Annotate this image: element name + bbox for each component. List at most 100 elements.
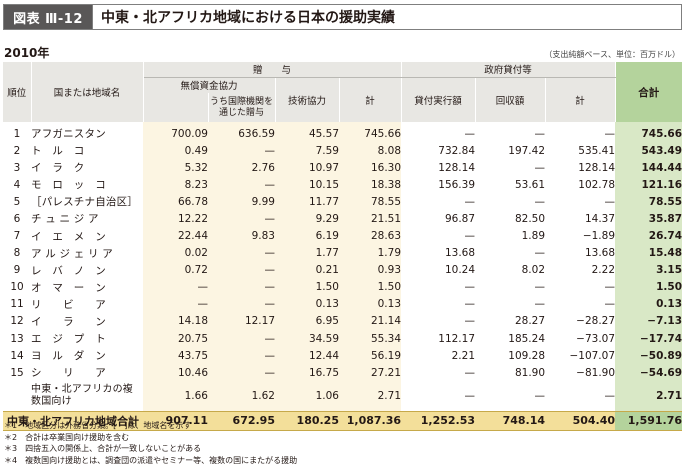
cell-intl: — xyxy=(208,278,275,296)
table-row: 4 モ ロ ッ コ 8.23—10.15 18.38 156.39 53.61 102.78… xyxy=(3,176,683,194)
cell-grand-total: 26.74 xyxy=(615,227,683,245)
col-grand-total-header: 合計 xyxy=(615,62,683,122)
col-rank-header: 順位 xyxy=(3,62,32,122)
cell-rank: 15 xyxy=(10,366,24,379)
cell-country: チ ュ ニ ジ ア xyxy=(31,213,99,226)
cell-recovery: 81.90 xyxy=(475,364,546,382)
cell-country: リ ビ ア xyxy=(31,298,106,311)
cell-intl: — xyxy=(208,142,275,160)
cell-recovery: 8.02 xyxy=(475,261,546,279)
cell-grant: 0.72 xyxy=(143,261,208,279)
cell-grant: 22.44 xyxy=(143,227,208,245)
cell-exec: — xyxy=(401,364,476,382)
cell-gift-total: 78.55 xyxy=(339,193,402,211)
footer-tech: 180.25 xyxy=(275,410,339,431)
cell-exec: — xyxy=(401,193,476,211)
cell-loan-total: 2.22 xyxy=(545,261,616,279)
cell-exec: 128.14 xyxy=(401,159,476,177)
cell-grand-total: 3.15 xyxy=(615,261,683,279)
note-1: ＊1 地域区分は外務省分類。[ ]は、地域名を示す xyxy=(4,421,192,430)
cell-grant: 66.78 xyxy=(143,193,208,211)
cell-gift-total: 27.21 xyxy=(339,364,402,382)
cell-grant: 12.22 xyxy=(143,210,208,228)
cell-rank: 8 xyxy=(13,247,21,260)
cell-recovery: 109.28 xyxy=(475,347,546,365)
cell-grant: 14.18 xyxy=(143,312,208,331)
footer-grand-total: 1,591.76 xyxy=(615,410,683,431)
cell-intl: — xyxy=(208,176,275,194)
table-row: 5 ［パレスチナ自治区］ 66.78 9.99 11.77 78.55— — —78.55 xyxy=(3,193,683,211)
cell-recovery: — xyxy=(475,381,546,412)
cell-gift-total: 0.13 xyxy=(339,295,402,313)
cell-gift-total: 55.34 xyxy=(339,330,402,348)
year-label: 2010年 xyxy=(4,46,50,60)
cell-tech: 6.95 xyxy=(275,312,339,331)
cell-recovery: — xyxy=(475,193,546,211)
aid-table: 順位 国または地域名 贈 与 政府貸付等 合計 無償資金協力 技術協力 計 貸付… xyxy=(3,62,683,431)
cell-exec: 2.21 xyxy=(401,347,476,365)
cell-grand-total: 15.48 xyxy=(615,244,683,262)
cell-rank: 9 xyxy=(13,264,21,277)
cell-country: 中東・北アフリカの複数国向け xyxy=(31,384,133,408)
cell-rank: 12 xyxy=(10,315,24,328)
cell-exec: 96.87 xyxy=(401,210,476,228)
cell-exec: 10.24 xyxy=(401,261,476,279)
cell-tech: 0.21 xyxy=(275,261,339,279)
footer-label: 中東・北アフリカ地域合計 xyxy=(3,410,143,431)
cell-tech: 12.44 xyxy=(275,347,339,365)
cell-gift-total: 1.50 xyxy=(339,278,402,296)
table-row: 2 ト ル コ 0.49—7.59 8.08 732.84 197.42 535.41 543… xyxy=(3,142,683,160)
cell-exec: — xyxy=(401,227,476,245)
cell-rank: 14 xyxy=(10,349,24,362)
cell-rank: 1 xyxy=(13,127,21,140)
cell-grand-total: 78.55 xyxy=(615,193,683,211)
cell-loan-total: — xyxy=(545,193,616,211)
col-loan-total-header: 計 xyxy=(545,77,616,122)
cell-rank: 10 xyxy=(10,281,24,294)
table-row: 1 アフガニスタン 700.09 636.59 45.57 745.66— — —745.66 xyxy=(3,122,683,142)
cell-intl: — xyxy=(208,364,275,382)
cell-country: ヨ ル ダ ン xyxy=(31,350,106,363)
cell-grant: — xyxy=(143,278,208,296)
cell-recovery: 82.50 xyxy=(475,210,546,228)
table-body: 1 アフガニスタン 700.09 636.59 45.57 745.66— — —745.66… xyxy=(3,122,683,412)
table-row: 10 オ マ ー ン — —1.50 1.50— — —1.50 xyxy=(3,278,683,296)
cell-grand-total: 0.13 xyxy=(615,295,683,313)
table-row: 9 レ バ ノ ン 0.72—0.21 0.93 10.24 8.02 2.22 3.15 xyxy=(3,261,683,279)
cell-country: ［パレスチナ自治区］ xyxy=(31,196,138,209)
footer-row: 中東・北アフリカ地域合計 907.11 672.95 180.25 1,087.… xyxy=(3,410,683,431)
cell-loan-total: −107.07 xyxy=(545,347,616,365)
table-row: 中東・北アフリカの複数国向け 1.66 1.62 1.06 2.71— — —2.71 xyxy=(3,381,683,412)
note-3: ＊3 四捨五入の関係上、合計が一致しないことがある xyxy=(4,444,202,453)
cell-tech: 1.06 xyxy=(275,381,339,412)
cell-exec: 732.84 xyxy=(401,142,476,160)
table-row: 13 エ ジ プ ト 20.75—34.59 55.34 112.17 185.24 −73… xyxy=(3,330,683,348)
cell-exec: 156.39 xyxy=(401,176,476,194)
cell-exec: 112.17 xyxy=(401,330,476,348)
cell-recovery: — xyxy=(475,295,546,313)
cell-recovery: — xyxy=(475,159,546,177)
cell-intl: — xyxy=(208,295,275,313)
cell-recovery: — xyxy=(475,122,546,142)
cell-country: イ ラ ン xyxy=(31,315,106,328)
cell-grand-total: −17.74 xyxy=(615,330,683,348)
cell-grand-total: 121.16 xyxy=(615,176,683,194)
table-row: 12 イ ラ ン 14.18 12.17 6.95 21.14—28.27 −28.27 −7… xyxy=(3,312,683,331)
cell-grand-total: 2.71 xyxy=(615,381,683,412)
col-tech-header: 技術協力 xyxy=(275,77,340,122)
cell-loan-total: 14.37 xyxy=(545,210,616,228)
cell-tech: 9.29 xyxy=(275,210,339,228)
cell-gift-total: 16.30 xyxy=(339,159,402,177)
cell-gift-total: 56.19 xyxy=(339,347,402,365)
cell-grant: 1.66 xyxy=(143,381,208,412)
cell-recovery: 197.42 xyxy=(475,142,546,160)
cell-gift-total: 18.38 xyxy=(339,176,402,194)
cell-country: ア ル ジ ェ リ ア xyxy=(31,247,113,260)
col-grant-aid-group: 無償資金協力 xyxy=(143,77,276,93)
footer-gift-total: 1,087.36 xyxy=(339,410,402,431)
cell-loan-total: −81.90 xyxy=(545,364,616,382)
col-recovery-header: 回収額 xyxy=(475,77,546,122)
cell-recovery: — xyxy=(475,244,546,262)
